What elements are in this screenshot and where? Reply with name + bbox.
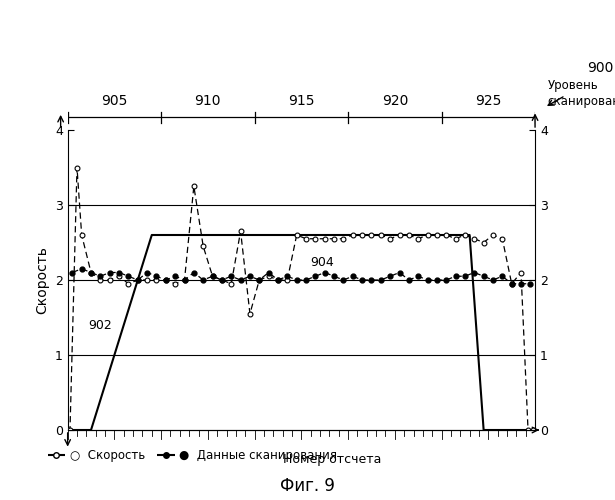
Text: Фиг. 9: Фиг. 9 <box>280 477 335 495</box>
Text: 902: 902 <box>89 319 113 332</box>
Text: Номер отсчета: Номер отсчета <box>283 452 381 466</box>
Text: 920: 920 <box>382 94 408 108</box>
Text: 925: 925 <box>475 94 501 108</box>
Text: 905: 905 <box>101 94 127 108</box>
Text: 915: 915 <box>288 94 315 108</box>
Text: 904: 904 <box>311 256 335 270</box>
Text: Уровень
сканирования: Уровень сканирования <box>547 80 615 108</box>
Y-axis label: Скорость: Скорость <box>35 246 49 314</box>
Text: 900: 900 <box>587 61 614 75</box>
Legend: ○  Скорость, ●  Данные сканирования: ○ Скорость, ● Данные сканирования <box>43 444 342 466</box>
Text: 910: 910 <box>194 94 221 108</box>
